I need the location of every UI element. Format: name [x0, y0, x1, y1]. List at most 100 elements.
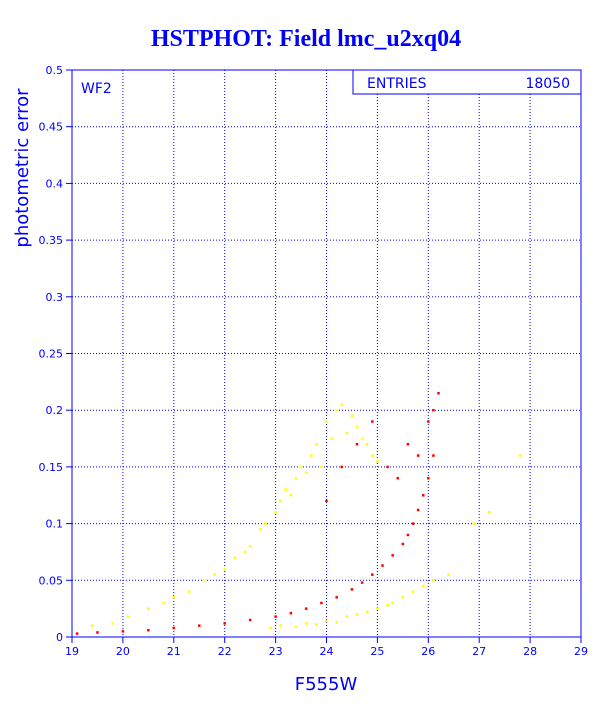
data-point-series-2	[411, 522, 415, 525]
data-point-series-1	[345, 615, 349, 618]
data-point-series-1	[279, 624, 282, 627]
data-point-series-1	[279, 499, 282, 503]
data-point-series-1	[350, 414, 354, 418]
data-point-series-2	[320, 601, 323, 605]
y-tick-label: 0.1	[46, 518, 64, 531]
data-point-series-2	[401, 542, 405, 546]
data-point-series-1	[518, 454, 522, 457]
data-point-series-2	[147, 628, 150, 632]
stats-box-frame	[352, 69, 582, 95]
data-point-series-1	[432, 579, 435, 582]
data-point-series-2	[416, 454, 420, 457]
data-point-series-1	[213, 573, 216, 576]
y-tick-label: 0.15	[39, 461, 64, 474]
data-point-series-1	[126, 615, 130, 618]
data-point-series-1	[335, 621, 338, 624]
data-point-series-1	[371, 454, 374, 457]
data-point-series-2	[172, 626, 176, 630]
data-point-series-1	[391, 601, 394, 605]
data-point-series-2	[371, 573, 374, 576]
x-tick-label: 28	[523, 645, 537, 658]
panel-label: WF2	[81, 81, 112, 97]
y-tick-label: 0.3	[46, 291, 64, 304]
data-point-series-1	[401, 596, 405, 599]
data-point-series-2	[432, 408, 435, 412]
data-point-series-1	[187, 590, 191, 593]
y-tick-label: 0.05	[39, 574, 64, 587]
data-point-series-2	[223, 622, 226, 625]
data-point-series-2	[421, 494, 425, 497]
data-point-series-1	[315, 623, 318, 626]
x-tick-label: 26	[421, 645, 435, 658]
y-tick-label: 0.4	[46, 177, 64, 190]
data-point-series-1	[421, 584, 425, 588]
data-point-series-2	[350, 588, 354, 591]
data-point-series-1	[320, 465, 323, 469]
data-point-series-1	[203, 579, 206, 582]
data-points	[75, 391, 522, 635]
data-point-series-1	[294, 476, 298, 480]
x-tick-label: 22	[218, 645, 232, 658]
y-axis-label: photometric error	[12, 88, 33, 248]
data-point-series-2	[289, 611, 293, 615]
data-point-series-1	[488, 511, 491, 514]
data-point-series-2	[335, 596, 338, 599]
y-tick-label: 0.45	[39, 121, 64, 134]
data-point-series-1	[335, 408, 338, 412]
data-point-series-2	[75, 632, 79, 635]
data-point-series-1	[365, 610, 369, 614]
stats-entries-value: 18050	[525, 76, 570, 92]
data-point-series-1	[289, 494, 293, 497]
x-tick-label: 20	[116, 645, 130, 658]
data-point-series-1	[309, 454, 313, 457]
x-axis-label: F555W	[295, 674, 358, 695]
data-point-series-1	[325, 619, 328, 623]
y-tick-label: 0.25	[39, 348, 64, 361]
y-tick-label: 0.35	[39, 234, 64, 247]
stats-box: ENTRIES 18050	[352, 69, 582, 95]
data-point-series-1	[304, 622, 308, 625]
data-point-series-1	[233, 556, 237, 559]
data-point-series-1	[147, 607, 150, 610]
data-point-series-2	[427, 420, 430, 423]
x-tick-label: 19	[65, 645, 79, 658]
data-point-series-2	[248, 618, 252, 622]
data-point-series-1	[376, 607, 379, 610]
data-point-series-1	[340, 403, 344, 406]
data-point-series-2	[432, 454, 435, 457]
data-point-series-1	[91, 624, 94, 627]
data-point-series-1	[269, 626, 272, 630]
data-point-series-2	[198, 624, 201, 627]
data-point-series-1	[365, 442, 369, 446]
data-point-series-2	[304, 607, 308, 610]
data-point-series-2	[121, 630, 125, 633]
data-point-series-2	[386, 465, 389, 469]
data-point-series-2	[437, 391, 440, 395]
data-point-series-1	[360, 437, 364, 440]
data-point-series-1	[315, 442, 318, 446]
y-tick-label: 0.5	[46, 64, 64, 77]
x-tick-label: 23	[269, 645, 283, 658]
ticks: 19 20 21 22 23 24 25 26 27 28 29 0 0.05 0.1 0.15 0.2 0.2…	[39, 64, 589, 658]
y-tick-label: 0.2	[46, 404, 64, 417]
data-point-series-1	[243, 550, 247, 554]
data-point-series-2	[371, 420, 374, 423]
data-point-series-1	[172, 596, 176, 599]
x-tick-label: 24	[320, 645, 334, 658]
data-point-series-2	[381, 564, 384, 567]
data-point-series-2	[355, 442, 359, 446]
data-point-series-2	[325, 499, 328, 503]
data-point-series-2	[406, 533, 410, 537]
data-point-series-2	[391, 554, 394, 557]
y-tick-label: 0	[56, 631, 63, 644]
data-point-series-1	[376, 459, 379, 463]
data-point-series-1	[111, 622, 114, 625]
data-point-series-1	[304, 471, 308, 474]
x-tick-label: 25	[370, 645, 384, 658]
data-point-series-2	[396, 476, 400, 480]
data-point-series-2	[406, 442, 410, 446]
data-point-series-1	[259, 528, 262, 531]
chart-title: HSTPHOT: Field lmc_u2xq04	[151, 26, 461, 52]
